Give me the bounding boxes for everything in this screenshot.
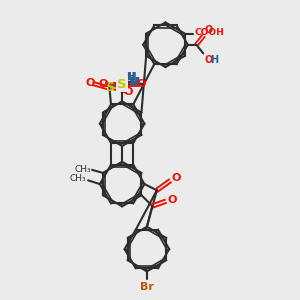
Text: H: H [128, 72, 136, 82]
Text: O: O [171, 173, 181, 184]
Text: S: S [105, 81, 114, 94]
Text: O: O [204, 25, 212, 34]
Text: O: O [204, 55, 212, 65]
Text: O: O [98, 80, 108, 89]
Text: N: N [129, 76, 139, 89]
Text: CH₃: CH₃ [74, 165, 91, 174]
Text: H: H [126, 72, 134, 82]
Text: O: O [124, 87, 133, 97]
Text: CH₃: CH₃ [69, 174, 86, 183]
Text: N: N [131, 77, 141, 87]
Text: H: H [210, 55, 218, 65]
Text: COOH: COOH [195, 28, 224, 37]
Text: O: O [136, 80, 146, 89]
Text: Br: Br [140, 282, 154, 292]
Text: O: O [85, 78, 95, 88]
Text: S: S [117, 78, 127, 91]
Text: O: O [167, 195, 176, 205]
